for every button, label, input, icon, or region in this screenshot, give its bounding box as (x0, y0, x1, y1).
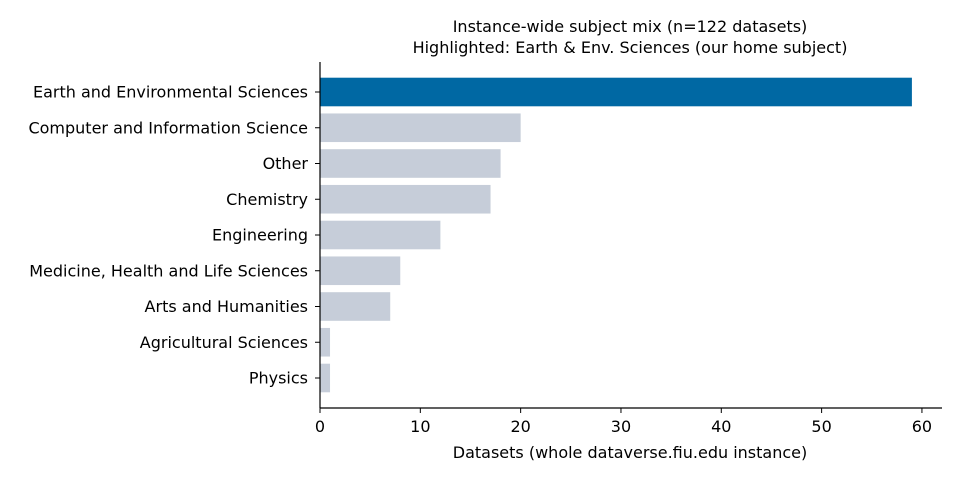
category-label: Agricultural Sciences (140, 333, 308, 352)
x-tick-label: 30 (611, 417, 631, 436)
bar (320, 113, 521, 143)
x-tick-label: 50 (811, 417, 831, 436)
x-axis-ticks: 0 10 20 30 40 50 60 (315, 408, 932, 436)
bar (320, 256, 401, 286)
bar (320, 184, 491, 214)
category-label: Computer and Information Science (28, 118, 308, 137)
bar (320, 149, 501, 178)
x-tick-label: 60 (912, 417, 932, 436)
x-tick-label: 0 (315, 417, 325, 436)
chart-subtitle: Highlighted: Earth & Env. Sciences (our … (413, 38, 848, 57)
bar (320, 220, 441, 250)
bar (320, 292, 391, 321)
bar (320, 363, 331, 393)
category-label: Other (263, 154, 309, 173)
category-label: Physics (249, 369, 308, 388)
category-labels: Earth and Environmental Sciences Computer… (28, 83, 320, 388)
category-label: Arts and Humanities (145, 297, 308, 316)
bars-layer (320, 77, 912, 393)
category-label: Engineering (212, 226, 308, 245)
x-axis-label: Datasets (whole dataverse.fiu.edu instan… (453, 443, 807, 462)
x-tick-label: 40 (711, 417, 731, 436)
category-label: Chemistry (226, 190, 308, 209)
x-tick-label: 20 (510, 417, 530, 436)
bar (320, 327, 331, 357)
category-label: Earth and Environmental Sciences (33, 83, 308, 102)
bar (320, 77, 912, 107)
category-label: Medicine, Health and Life Sciences (29, 261, 308, 280)
x-tick-label: 10 (410, 417, 430, 436)
chart-title: Instance-wide subject mix (n=122 dataset… (453, 17, 808, 36)
